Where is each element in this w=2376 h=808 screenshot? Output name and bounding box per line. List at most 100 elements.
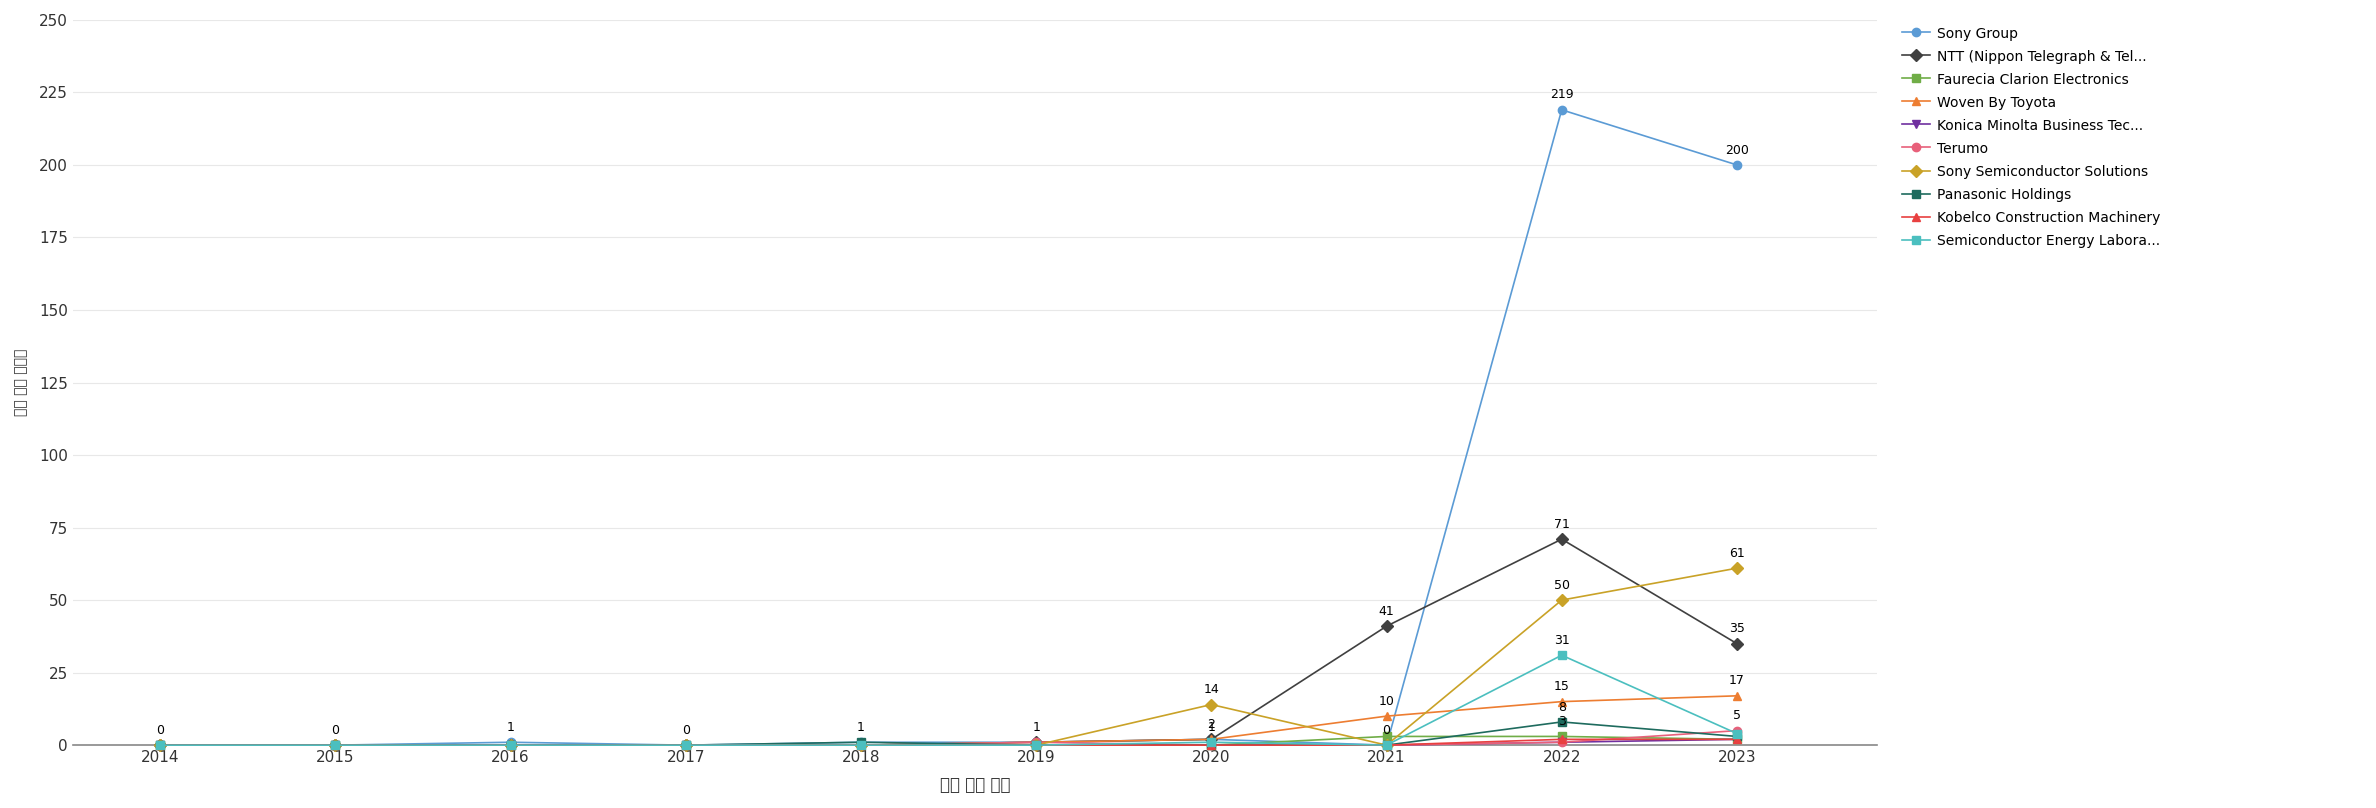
Text: 31: 31 [1554,633,1571,647]
Konica Minolta Business Tec... [497,740,525,750]
NTT (Nippon Telegraph & Tel... [1723,639,1751,649]
Line: Konica Minolta Business Tec...: Konica Minolta Business Tec... [157,735,1742,749]
Kobelco Construction Machinery [497,740,525,750]
Kobelco Construction Machinery [672,740,701,750]
Panasonic Holdings [1373,740,1402,750]
Konica Minolta Business Tec... [321,740,349,750]
Semiconductor Energy Labora... [321,740,349,750]
NTT (Nippon Telegraph & Tel... [497,740,525,750]
Sony Group [145,740,173,750]
Kobelco Construction Machinery [1547,734,1575,744]
Konica Minolta Business Tec... [1198,740,1226,750]
Sony Group [1373,740,1402,750]
Line: NTT (Nippon Telegraph & Tel...: NTT (Nippon Telegraph & Tel... [157,535,1742,749]
Woven By Toyota [1198,734,1226,744]
Legend: Sony Group, NTT (Nippon Telegraph & Tel..., Faurecia Clarion Electronics, Woven : Sony Group, NTT (Nippon Telegraph & Tel.… [1903,27,2160,248]
Faurecia Clarion Electronics [1198,740,1226,750]
Line: Sony Semiconductor Solutions: Sony Semiconductor Solutions [157,564,1742,749]
Sony Semiconductor Solutions [321,740,349,750]
Faurecia Clarion Electronics [1547,731,1575,741]
Sony Semiconductor Solutions [1723,563,1751,573]
Sony Semiconductor Solutions [1373,740,1402,750]
Sony Group [321,740,349,750]
Faurecia Clarion Electronics [145,740,173,750]
Text: 0: 0 [682,724,689,737]
Line: Semiconductor Energy Labora...: Semiconductor Energy Labora... [157,651,1742,749]
Terumo [1547,738,1575,747]
Text: 1: 1 [506,721,516,734]
Text: 17: 17 [1730,675,1744,688]
Sony Semiconductor Solutions [1198,700,1226,709]
Sony Semiconductor Solutions [1547,595,1575,605]
Sony Group [846,738,874,747]
Faurecia Clarion Electronics [1373,731,1402,741]
Text: 2: 2 [1207,718,1214,731]
Terumo [321,740,349,750]
Terumo [1022,738,1050,747]
Kobelco Construction Machinery [321,740,349,750]
Line: Sony Group: Sony Group [157,106,1742,749]
Line: Terumo: Terumo [157,726,1742,749]
Line: Panasonic Holdings: Panasonic Holdings [157,718,1742,749]
Faurecia Clarion Electronics [321,740,349,750]
Konica Minolta Business Tec... [846,740,874,750]
Terumo [497,740,525,750]
Kobelco Construction Machinery [846,740,874,750]
Line: Kobelco Construction Machinery: Kobelco Construction Machinery [157,735,1742,749]
Sony Semiconductor Solutions [145,740,173,750]
Text: 1: 1 [858,721,865,734]
Terumo [1373,740,1402,750]
Woven By Toyota [497,740,525,750]
Woven By Toyota [846,740,874,750]
Text: 10: 10 [1378,695,1395,708]
Text: 8: 8 [1559,701,1566,713]
NTT (Nippon Telegraph & Tel... [1198,734,1226,744]
Kobelco Construction Machinery [1022,740,1050,750]
Faurecia Clarion Electronics [497,740,525,750]
Text: 1: 1 [1031,721,1041,734]
Text: 0: 0 [1383,724,1390,737]
Semiconductor Energy Labora... [1547,650,1575,660]
Text: 200: 200 [1725,144,1749,157]
Terumo [672,740,701,750]
Kobelco Construction Machinery [145,740,173,750]
Konica Minolta Business Tec... [1547,738,1575,747]
Panasonic Holdings [497,740,525,750]
Text: 71: 71 [1554,518,1571,531]
Text: 61: 61 [1730,547,1744,560]
Semiconductor Energy Labora... [1198,738,1226,747]
Terumo [1198,740,1226,750]
NTT (Nippon Telegraph & Tel... [846,740,874,750]
Konica Minolta Business Tec... [1022,740,1050,750]
NTT (Nippon Telegraph & Tel... [1547,534,1575,544]
Sony Group [1022,738,1050,747]
Panasonic Holdings [846,738,874,747]
Woven By Toyota [672,740,701,750]
Text: 41: 41 [1378,605,1395,618]
Panasonic Holdings [321,740,349,750]
Sony Group [672,740,701,750]
Sony Semiconductor Solutions [497,740,525,750]
Konica Minolta Business Tec... [672,740,701,750]
Terumo [846,740,874,750]
NTT (Nippon Telegraph & Tel... [1022,738,1050,747]
Kobelco Construction Machinery [1373,740,1402,750]
Faurecia Clarion Electronics [672,740,701,750]
Woven By Toyota [321,740,349,750]
Faurecia Clarion Electronics [1022,740,1050,750]
Kobelco Construction Machinery [1198,740,1226,750]
Terumo [1723,726,1751,735]
Semiconductor Energy Labora... [672,740,701,750]
Woven By Toyota [1022,738,1050,747]
Panasonic Holdings [672,740,701,750]
Sony Semiconductor Solutions [846,740,874,750]
Semiconductor Energy Labora... [1723,729,1751,739]
Sony Group [1723,160,1751,170]
Faurecia Clarion Electronics [846,740,874,750]
Semiconductor Energy Labora... [1022,740,1050,750]
Text: 219: 219 [1549,89,1573,102]
NTT (Nippon Telegraph & Tel... [672,740,701,750]
Konica Minolta Business Tec... [1373,740,1402,750]
Kobelco Construction Machinery [1723,734,1751,744]
Text: 5: 5 [1732,709,1742,722]
